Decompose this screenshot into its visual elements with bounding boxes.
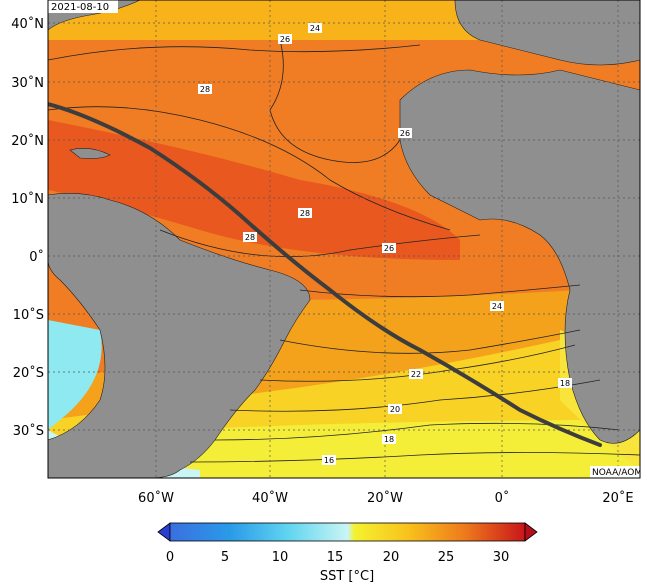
- south-america: [48, 193, 311, 478]
- svg-text:24: 24: [492, 302, 502, 311]
- svg-text:26: 26: [400, 129, 410, 138]
- contour-line: [48, 44, 421, 61]
- contour-line: [214, 422, 621, 441]
- contour-label-20: 20: [388, 404, 402, 414]
- contour-labels: 24 26 28 26 28 28 26 24 22 20 18 18 16: [198, 23, 572, 465]
- map-frame: [47, 0, 641, 479]
- contour-line: [299, 284, 581, 298]
- lat-label: 20˚S: [13, 365, 44, 381]
- lon-axis: 60˚W 40˚W 20˚W 0˚ 20˚E: [138, 490, 634, 506]
- europe: [454, 0, 640, 66]
- lat-label: 40˚N: [11, 16, 44, 32]
- contour-line: [159, 229, 481, 258]
- lon-label: 0˚: [495, 490, 510, 506]
- colorbar-tick: 20: [383, 550, 400, 565]
- contour-line: [229, 379, 601, 412]
- credit-label: NOAA/AOML: [592, 468, 647, 478]
- colorbar-tick: 25: [438, 550, 455, 565]
- svg-text:26: 26: [384, 244, 394, 253]
- colorbar-bar: [169, 522, 526, 542]
- lat-label: 10˚S: [13, 307, 44, 323]
- colorbar-min-arrow: [157, 522, 171, 542]
- lat-label: 10˚N: [11, 191, 44, 207]
- lon-label: 20˚W: [367, 490, 403, 506]
- contour-label-24b: 24: [490, 301, 504, 311]
- contour-label-16: 16: [322, 455, 336, 465]
- lat-label: 30˚S: [13, 423, 44, 439]
- lon-label: 20˚E: [602, 490, 633, 506]
- colorbar-title: SST [°C]: [320, 569, 374, 584]
- contour-label-28b: 28: [298, 208, 312, 218]
- svg-text:28: 28: [245, 233, 255, 242]
- colorbar-max-arrow: [524, 522, 538, 542]
- graticule: [48, 0, 640, 478]
- lon-label: 60˚W: [138, 490, 174, 506]
- colorbar-tick: 5: [221, 550, 229, 565]
- lon-label: 40˚W: [252, 490, 288, 506]
- contour-label-18a: 18: [558, 378, 572, 388]
- svg-text:28: 28: [200, 85, 210, 94]
- colorbar-tick: 10: [272, 550, 289, 565]
- lat-label: 30˚N: [11, 75, 44, 91]
- ocean-cold-west: [48, 320, 102, 430]
- colorbar-tick: 0: [166, 550, 174, 565]
- credit-box: [590, 466, 640, 478]
- date-box: [48, 0, 118, 13]
- track-line: [48, 102, 602, 447]
- contour-line: [279, 329, 581, 354]
- contour-label-26c: 26: [382, 243, 396, 253]
- svg-text:16: 16: [324, 456, 334, 465]
- lat-axis: 40˚N 30˚N 20˚N 10˚N 0˚ 10˚S 20˚S 30˚S: [11, 16, 44, 439]
- svg-text:28: 28: [300, 209, 310, 218]
- svg-text:18: 18: [560, 379, 570, 388]
- contour-label-26a: 26: [278, 34, 292, 44]
- svg-text:26: 26: [280, 35, 290, 44]
- contour-label-28a: 28: [198, 84, 212, 94]
- svg-text:22: 22: [411, 370, 421, 379]
- cuba: [69, 148, 111, 159]
- svg-text:18: 18: [384, 435, 394, 444]
- date-label: 2021-08-10: [51, 2, 109, 13]
- contours: [48, 39, 640, 463]
- map-panel: 24 26 28 26 28 28 26 24 22 20 18 18 16 2…: [48, 0, 647, 478]
- colorbar-tick: 30: [493, 550, 510, 565]
- contour-label-26b: 26: [398, 128, 412, 138]
- svg-text:24: 24: [310, 24, 320, 33]
- contour-label-24a: 24: [308, 23, 322, 33]
- svg-text:20: 20: [390, 405, 400, 414]
- contour-line: [189, 452, 640, 463]
- contour-label-18b: 18: [382, 434, 396, 444]
- contour-line: [259, 344, 576, 382]
- land: [48, 0, 640, 478]
- contour-label-28c: 28: [243, 232, 257, 242]
- contour-label-22: 22: [409, 369, 423, 379]
- colorbar: 0 5 10 15 20 25 30 SST [°C]: [157, 522, 538, 584]
- lat-label: 20˚N: [11, 133, 44, 149]
- contour-line: [48, 106, 451, 231]
- colorbar-tick: 15: [327, 550, 344, 565]
- contour-line: [269, 39, 401, 163]
- lat-label: 0˚: [29, 249, 44, 265]
- ocean-hot-band: [48, 120, 460, 260]
